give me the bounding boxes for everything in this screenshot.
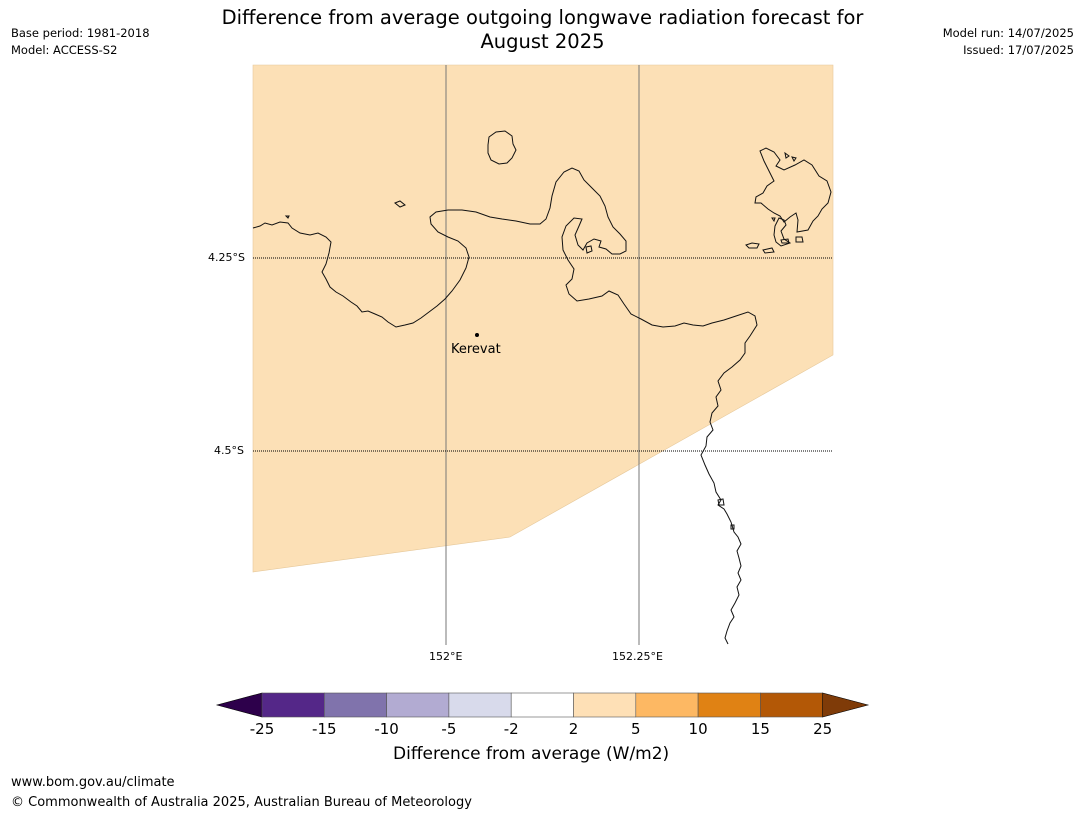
colorbar-tick-label: 25: [813, 720, 833, 738]
colorbar-cell-2: [386, 692, 450, 718]
colorbar-tick-label: -15: [312, 720, 337, 738]
colorbar-under-triangle: [215, 692, 263, 718]
colorbar-tick-label: -10: [374, 720, 399, 738]
colorbar-cell-8: [760, 692, 824, 718]
meta-left: Base period: 1981-2018 Model: ACCESS-S2: [11, 25, 150, 59]
colorbar-cell-6: [635, 692, 699, 718]
colorbar-cell-5: [573, 692, 637, 718]
meta-right: Model run: 14/07/2025 Issued: 17/07/2025: [943, 25, 1074, 59]
colorbar-cell-1: [323, 692, 387, 718]
lat-label-4-25: 4.25°S: [208, 251, 245, 264]
colorbar-tick-label: -25: [249, 720, 275, 738]
colorbar-over-triangle: [822, 692, 870, 718]
chart-title: Difference from average outgoing longwav…: [0, 6, 1085, 54]
title-line-2: August 2025: [480, 30, 605, 53]
colorbar-tick-label: 15: [750, 720, 770, 738]
place-label-kerevat: Kerevat: [451, 342, 501, 357]
kerevat-marker: [475, 333, 479, 337]
colorbar-tick-label: -2: [503, 720, 519, 738]
lat-label-4-5: 4.5°S: [214, 444, 244, 457]
colorbar-cell-3: [448, 692, 512, 718]
colorbar-tick-label: -5: [441, 720, 457, 738]
colorbar-tick-label: 5: [631, 720, 641, 738]
base-period-text: Base period: 1981-2018: [11, 26, 150, 40]
model-run-text: Model run: 14/07/2025: [942, 26, 1074, 40]
lon-label-152: 152°E: [429, 650, 463, 663]
colorbar-cell-7: [697, 692, 761, 718]
title-line-1: Difference from average outgoing longwav…: [221, 6, 864, 29]
colorbar-cell-0: [261, 692, 325, 718]
issued-text: Issued: 17/07/2025: [963, 43, 1074, 57]
model-text: Model: ACCESS-S2: [11, 43, 118, 57]
footer-url[interactable]: www.bom.gov.au/climate: [11, 775, 175, 790]
coastline: [252, 130, 832, 645]
colorbar-title: Difference from average (W/m2): [393, 744, 670, 764]
colorbar-cell-4: [510, 692, 574, 718]
footer-copyright: © Commonwealth of Australia 2025, Austra…: [11, 795, 472, 810]
lon-label-152-25: 152.25°E: [612, 650, 663, 663]
forecast-shading-region: [252, 64, 834, 573]
colorbar-tick-label: 10: [688, 720, 708, 738]
colorbar-tick-label: 2: [568, 720, 579, 738]
